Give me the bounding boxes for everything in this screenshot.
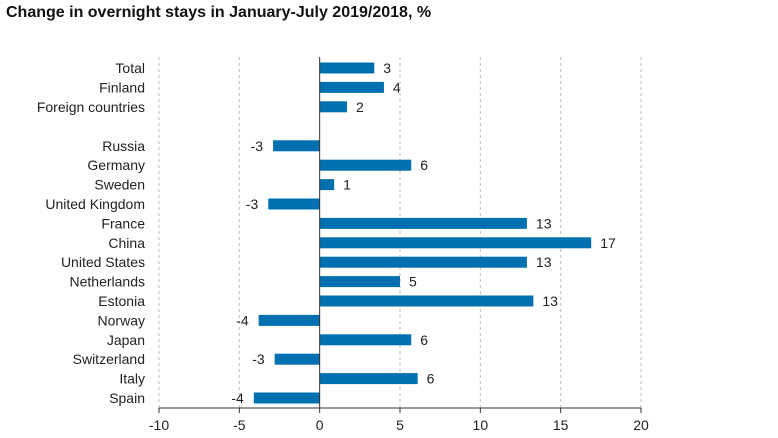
category-label: United Kingdom: [45, 196, 145, 212]
x-tick-label: 5: [396, 417, 404, 433]
category-label: Foreign countries: [37, 99, 145, 115]
x-tick-label: 20: [633, 417, 649, 433]
value-label: 5: [409, 274, 417, 290]
value-label: -3: [246, 196, 259, 212]
category-label: France: [101, 215, 145, 231]
value-label: 1: [343, 177, 351, 193]
bar: [319, 101, 347, 113]
bar: [319, 179, 335, 191]
x-tick-label: -10: [149, 417, 169, 433]
category-label: Spain: [109, 390, 145, 406]
category-label: Norway: [98, 312, 145, 328]
value-label: -4: [236, 312, 249, 328]
bar: [319, 81, 384, 93]
category-label: United States: [61, 254, 145, 270]
bar: [319, 276, 400, 288]
x-tick-label: -5: [233, 417, 246, 433]
value-label: 13: [536, 215, 552, 231]
value-label: -3: [251, 138, 264, 154]
bar: [319, 256, 527, 268]
category-label: Estonia: [98, 293, 145, 309]
value-label: 2: [356, 99, 364, 115]
bar: [319, 237, 592, 249]
bar: [319, 373, 418, 385]
value-label: 17: [600, 235, 616, 251]
category-label: Sweden: [94, 177, 145, 193]
value-label: 13: [542, 293, 558, 309]
value-label: 13: [536, 254, 552, 270]
bar: [319, 217, 527, 229]
value-label: -4: [231, 390, 244, 406]
category-label: Japan: [107, 332, 145, 348]
bar: [319, 62, 375, 74]
bar: [319, 334, 412, 346]
bar: [268, 198, 320, 210]
value-label: 6: [427, 371, 435, 387]
bar: [274, 353, 320, 365]
category-label: Italy: [119, 371, 145, 387]
bar: [319, 159, 412, 171]
value-label: 6: [420, 332, 428, 348]
value-label: -3: [252, 351, 265, 367]
category-label: Russia: [102, 138, 145, 154]
chart-title: Change in overnight stays in January-Jul…: [6, 4, 432, 21]
category-label: Germany: [87, 157, 145, 173]
bar: [253, 392, 320, 404]
value-label: 6: [420, 157, 428, 173]
category-label: Netherlands: [70, 274, 146, 290]
x-tick-label: 10: [473, 417, 489, 433]
bar: [258, 314, 320, 326]
value-label: 3: [383, 60, 391, 76]
x-tick-label: 15: [553, 417, 569, 433]
category-label: China: [108, 235, 145, 251]
bar: [319, 295, 534, 307]
x-tick-label: 0: [316, 417, 324, 433]
value-label: 4: [393, 79, 401, 95]
category-label: Switzerland: [73, 351, 145, 367]
category-label: Total: [115, 60, 145, 76]
bar: [273, 140, 320, 152]
category-label: Finland: [99, 79, 145, 95]
